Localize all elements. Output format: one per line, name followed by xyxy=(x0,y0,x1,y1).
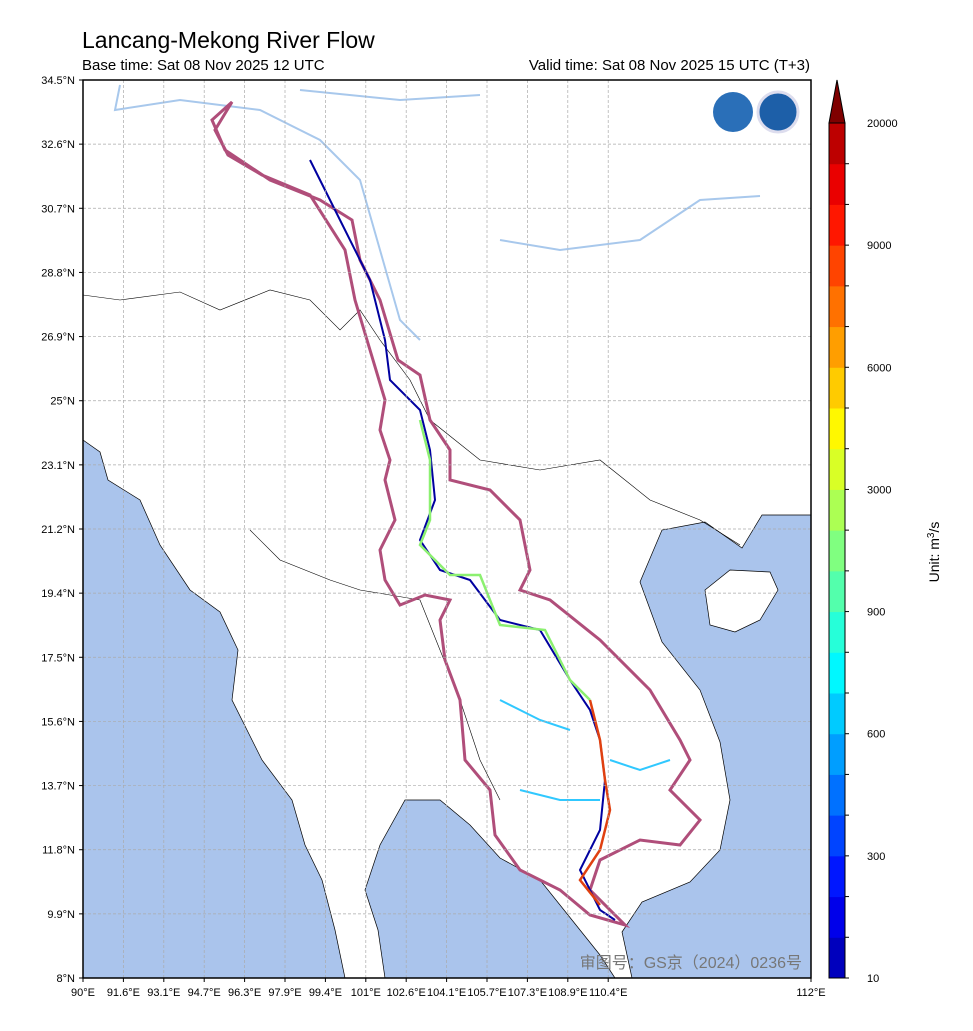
lon-tick-label: 101°E xyxy=(351,987,381,999)
colorbar-segment xyxy=(829,855,845,898)
lon-tick-label: 90°E xyxy=(71,987,95,999)
base-time: Base time: Sat 08 Nov 2025 12 UTC xyxy=(82,57,325,74)
lon-tick-label: 112°E xyxy=(796,987,825,999)
colorbar-segment xyxy=(829,733,845,775)
colorbar-segment xyxy=(829,489,845,531)
river xyxy=(113,84,761,341)
colorbar-tick-label: 3000 xyxy=(867,484,891,496)
border xyxy=(249,529,501,801)
lat-tick-label: 32.6°N xyxy=(41,139,75,151)
lat-tick-label: 21.2°N xyxy=(41,524,75,536)
gulf-of-thailand xyxy=(364,799,616,979)
colorbar-tick-label: 10 xyxy=(867,973,879,985)
lat-tick-label: 25°N xyxy=(50,396,75,408)
colorbar-segment xyxy=(829,163,845,205)
colorbar-segment xyxy=(829,408,845,450)
unit-power: 3 xyxy=(926,532,937,538)
lon-tick-label: 93.1°E xyxy=(147,987,180,999)
colorbar-segment xyxy=(829,530,845,572)
colorbar-segment xyxy=(829,204,845,246)
lon-tick-label: 105.7°E xyxy=(467,987,506,999)
colorbar-segment xyxy=(829,693,845,735)
colorbar-frame xyxy=(828,122,846,979)
colorbar-segment xyxy=(829,611,845,653)
unit-suffix: /s xyxy=(926,522,942,533)
lat-tick-label: 28.8°N xyxy=(41,267,75,279)
lon-tick-label: 102.6°E xyxy=(387,987,426,999)
river xyxy=(309,159,616,921)
lon-tick-label: 110.4°E xyxy=(589,987,627,999)
colorbar-segment xyxy=(829,326,845,368)
colorbar-segment xyxy=(829,896,845,938)
lat-tick-label: 19.4°N xyxy=(41,588,75,600)
river xyxy=(499,699,671,801)
border xyxy=(82,289,741,546)
lon-tick-label: 99.4°E xyxy=(309,987,342,999)
colorbar-tick-label: 20000 xyxy=(867,118,898,130)
lat-tick-label: 15.6°N xyxy=(41,716,75,728)
lat-tick-label: 9.9°N xyxy=(47,909,75,921)
lat-tick-label: 13.7°N xyxy=(41,781,75,793)
colorbar-segment xyxy=(829,937,845,979)
hainan xyxy=(704,569,779,633)
colorbar-segment xyxy=(829,652,845,694)
colorbar-extend xyxy=(828,79,846,124)
lon-tick-label: 97.9°E xyxy=(268,987,301,999)
lon-tick-label: 96.3°E xyxy=(228,987,261,999)
cma-logo xyxy=(756,90,800,134)
unit-text: Unit: m xyxy=(926,538,942,582)
wmo-logo xyxy=(713,92,753,132)
colorbar-tick-label: 300 xyxy=(867,851,885,863)
colorbar-segment xyxy=(829,245,845,287)
bay-of-bengal xyxy=(82,439,346,979)
colorbar-segment xyxy=(829,448,845,490)
lon-tick-label: 107.3°E xyxy=(508,987,547,999)
basin-outline xyxy=(210,100,703,929)
colorbar-tick-label: 900 xyxy=(867,607,885,619)
watermark: 审图号：GS京（2024）0236号 xyxy=(580,954,802,972)
unit-label: Unit: m3/s xyxy=(926,522,942,583)
title: Lancang-Mekong River Flow xyxy=(82,27,375,53)
colorbar-tick-label: 9000 xyxy=(867,240,891,252)
colorbar-segment xyxy=(829,367,845,409)
map-area: 审图号：GS京（2024）0236号 xyxy=(82,79,812,979)
lat-tick-label: 34.5°N xyxy=(41,75,75,87)
colorbar-tick-label: 600 xyxy=(867,729,885,741)
lat-tick-label: 11.8°N xyxy=(42,845,75,857)
colorbar: 10 300 600 900 3000 6000 9000 20000 xyxy=(828,79,898,985)
lat-tick-label: 17.5°N xyxy=(41,652,75,664)
lon-tick-label: 104.1°E xyxy=(427,987,466,999)
colorbar-tick-label: 6000 xyxy=(867,362,891,374)
lon-tick-label: 108.9°E xyxy=(548,987,587,999)
colorbar-segment xyxy=(829,285,845,328)
colorbar-segment xyxy=(829,570,845,613)
lat-tick-label: 8°N xyxy=(57,973,76,985)
river xyxy=(418,419,591,701)
lat-tick-label: 26.9°N xyxy=(41,332,75,344)
lon-tick-label: 91.6°E xyxy=(107,987,140,999)
grid xyxy=(83,80,811,978)
lat-tick-label: 30.7°N xyxy=(41,203,75,215)
lon-tick-label: 94.7°E xyxy=(188,987,221,999)
valid-time: Valid time: Sat 08 Nov 2025 15 UTC (T+3) xyxy=(529,57,810,74)
lat-tick-label: 23.1°N xyxy=(41,460,75,472)
colorbar-segment xyxy=(829,123,845,165)
river xyxy=(578,699,612,906)
colorbar-segment xyxy=(829,774,845,816)
colorbar-segment xyxy=(829,815,845,857)
